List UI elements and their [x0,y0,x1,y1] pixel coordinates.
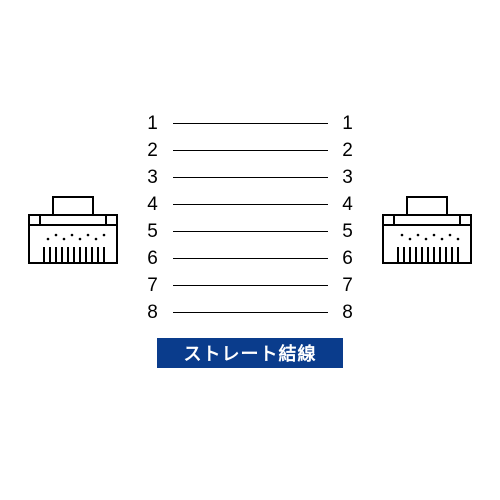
wire-line [173,150,328,151]
pin-right-7: 7 [338,275,358,297]
pin-right-4: 4 [338,194,358,216]
pin-left-1: 1 [143,113,163,135]
wiring-type-label: ストレート結線 [157,338,343,368]
pin-left-4: 4 [143,194,163,216]
wire-row: 2 2 [0,137,500,164]
wire-line [173,285,328,286]
pin-left-2: 2 [143,140,163,162]
wire-row: 3 3 [0,164,500,191]
pin-right-8: 8 [338,302,358,324]
pin-right-6: 6 [338,248,358,270]
pin-left-5: 5 [143,221,163,243]
pin-left-6: 6 [143,248,163,270]
wire-row: 8 8 [0,299,500,326]
wiring-type-text: ストレート結線 [184,340,317,366]
rj45-connector-left-icon [28,195,118,265]
pin-right-2: 2 [338,140,358,162]
wire-row: 7 7 [0,272,500,299]
rj45-connector-right-icon [382,195,472,265]
wire-line [173,123,328,124]
pin-right-3: 3 [338,167,358,189]
wire-line [173,312,328,313]
wire-line [173,231,328,232]
pin-right-5: 5 [338,221,358,243]
pin-left-7: 7 [143,275,163,297]
pin-right-1: 1 [338,113,358,135]
wire-line [173,177,328,178]
wire-row: 1 1 [0,110,500,137]
pin-left-8: 8 [143,302,163,324]
wire-line [173,204,328,205]
pin-left-3: 3 [143,167,163,189]
wire-line [173,258,328,259]
